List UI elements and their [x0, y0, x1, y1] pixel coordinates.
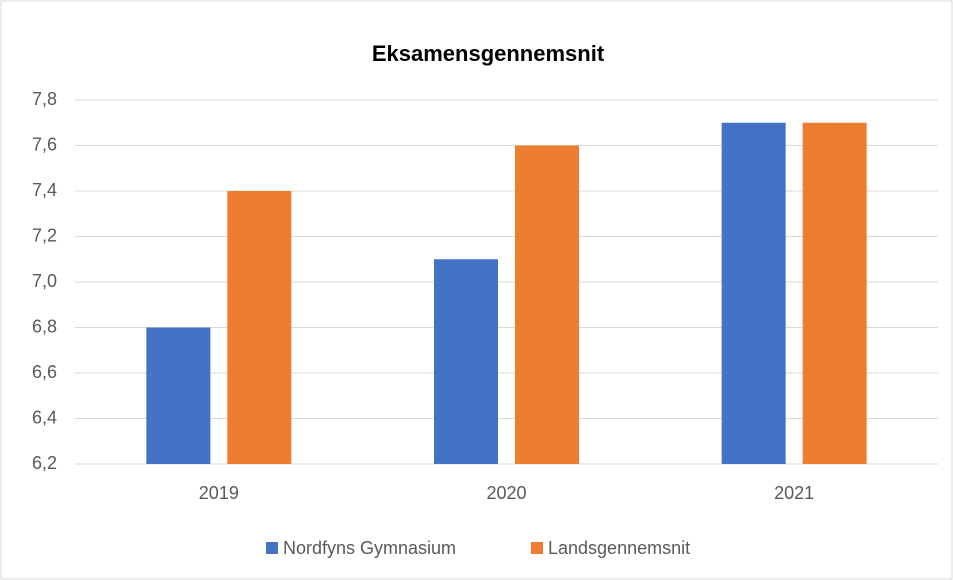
x-tick-label: 2020: [486, 483, 526, 503]
y-tick-label: 7,6: [32, 134, 57, 154]
bar: [146, 327, 211, 464]
legend-label: Nordfyns Gymnasium: [283, 538, 456, 558]
legend-swatch: [266, 542, 278, 554]
x-tick-label: 2021: [774, 483, 814, 503]
bar: [515, 145, 579, 464]
y-tick-label: 7,0: [32, 271, 57, 291]
y-tick-label: 6,4: [32, 407, 57, 427]
chart-title: Eksamensgennemsnit: [372, 41, 605, 66]
y-tick-label: 6,6: [32, 362, 57, 382]
y-tick-label: 7,2: [32, 225, 57, 245]
bar: [434, 259, 498, 464]
y-tick-label: 7,4: [32, 180, 57, 200]
y-tick-label: 6,8: [32, 316, 57, 336]
y-tick-label: 7,8: [32, 89, 57, 109]
bar: [721, 122, 786, 464]
bar: [802, 122, 867, 464]
legend-swatch: [531, 542, 543, 554]
x-tick-label: 2019: [199, 483, 239, 503]
bar: [227, 191, 292, 464]
legend-label: Landsgennemsnit: [548, 538, 690, 558]
y-tick-label: 6,2: [32, 453, 57, 473]
